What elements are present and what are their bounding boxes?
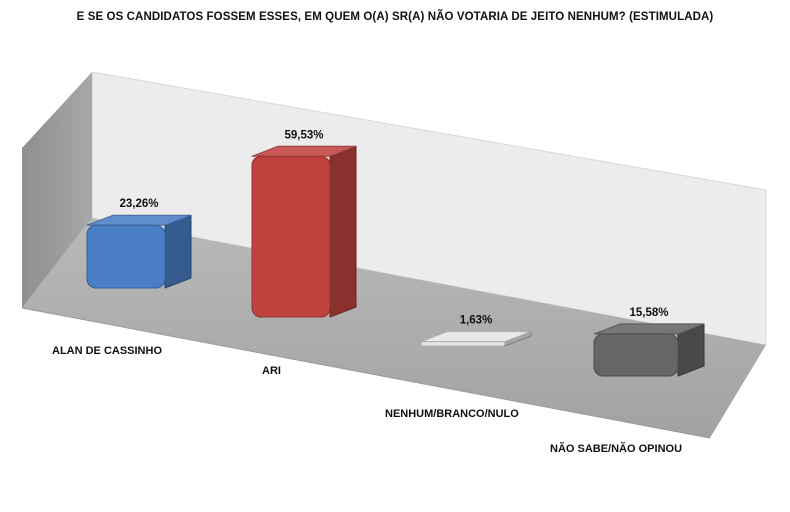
floor-front-edge [21, 307, 711, 439]
bar-front-face [420, 341, 506, 347]
data-label: 1,63% [460, 315, 493, 327]
bar-2 [251, 145, 357, 318]
data-label: 23,26% [119, 198, 158, 210]
chart-floor [22, 218, 766, 438]
bar-front-face [593, 333, 679, 377]
x-tick-label: NENHUM/BRANCO/NULO [385, 408, 519, 420]
bar-front-face [251, 155, 331, 318]
bar-3 [420, 331, 532, 347]
bar-4 [593, 323, 705, 377]
x-tick-label: ARI [262, 365, 281, 377]
bar-side-face [329, 145, 357, 318]
chart-title: E SE OS CANDIDATOS FOSSEM ESSES, EM QUEM… [76, 11, 714, 23]
bar-front-face [86, 224, 166, 289]
bar-side-face [164, 214, 192, 289]
bar-1 [86, 214, 192, 289]
x-tick-label: ALAN DE CASSINHO [52, 345, 162, 357]
side-wall [22, 72, 92, 308]
x-tick-label: NÃO SABE/NÃO OPINOU [550, 442, 682, 455]
data-label: 15,58% [629, 307, 668, 319]
data-label: 59,53% [284, 129, 323, 141]
